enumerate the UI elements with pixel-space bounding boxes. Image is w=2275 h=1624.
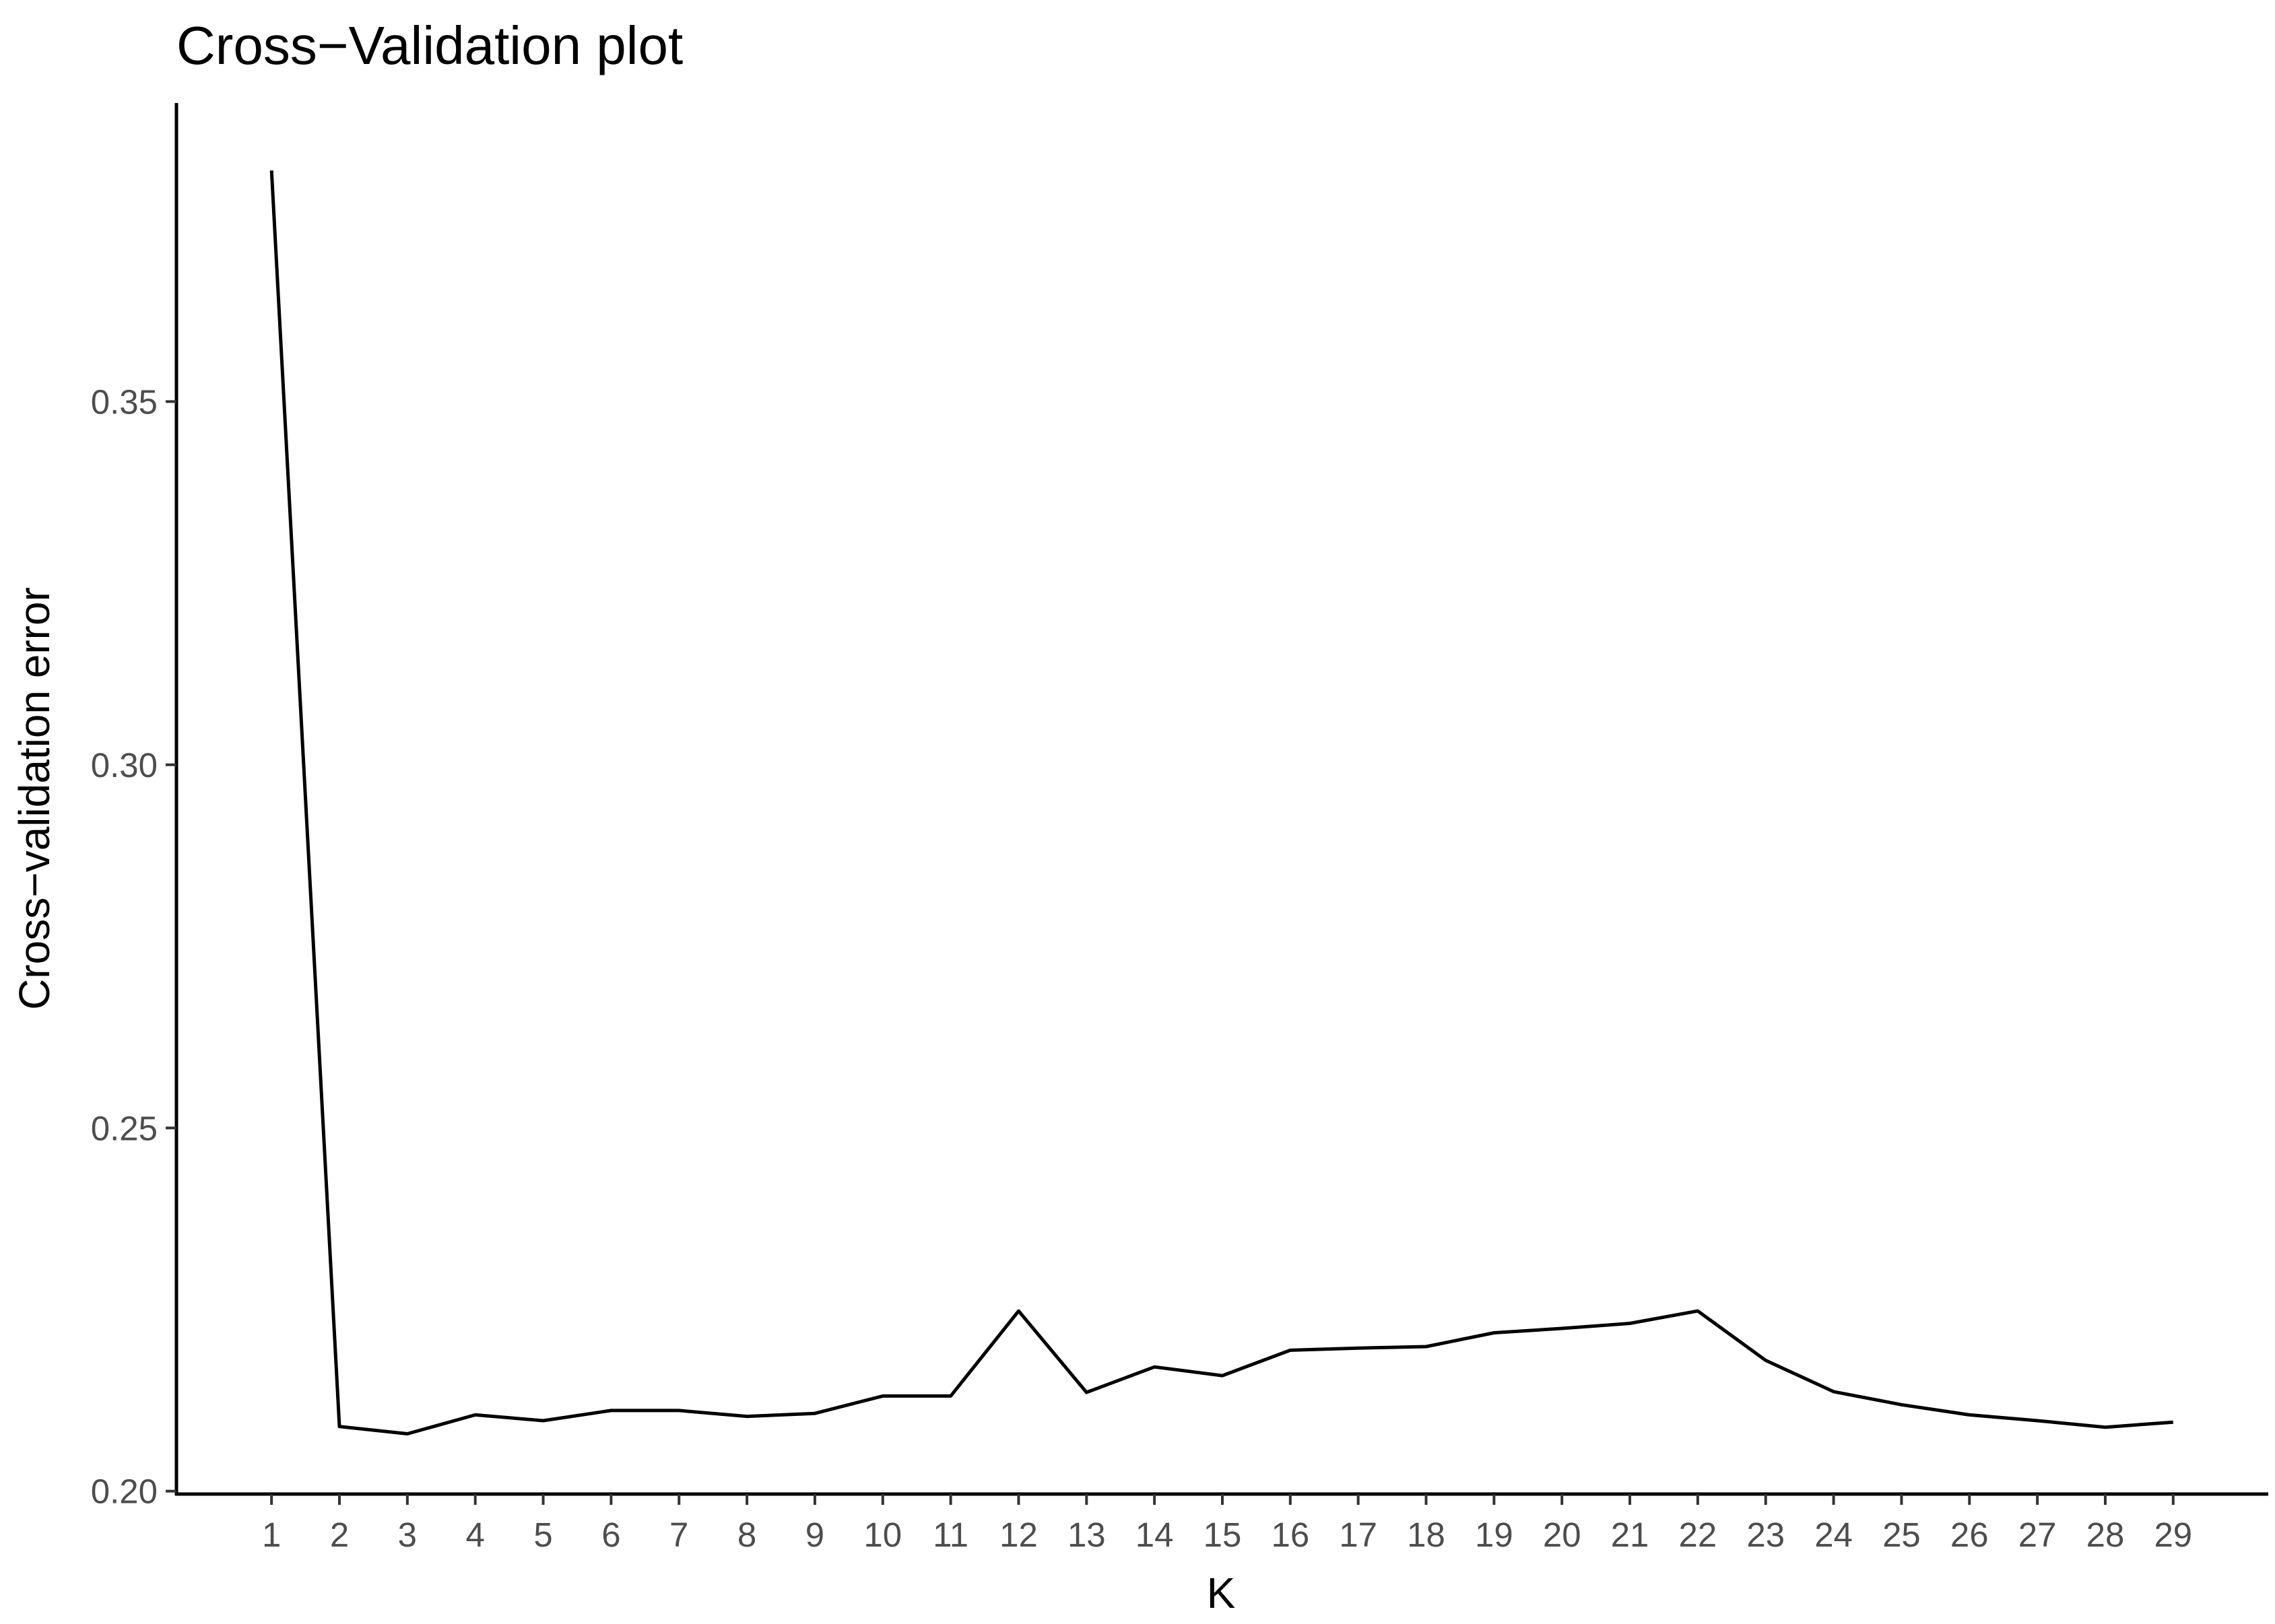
- y-axis-title-group: Cross−validation error: [10, 587, 59, 1010]
- x-tick-label: 12: [999, 1516, 1038, 1554]
- plot-area: 0.200.250.300.351 2 3 4 5 6 7 8 9 10 11 12 13 14 15 16 1…: [91, 103, 2268, 1554]
- x-tick-label: 3: [398, 1516, 417, 1554]
- x-tick-label: 14: [1135, 1516, 1174, 1554]
- x-tick-label: 22: [1679, 1516, 1717, 1554]
- x-tick-label: 8: [737, 1516, 756, 1554]
- y-tick-label: 0.35: [91, 382, 158, 421]
- x-tick-label: 5: [533, 1516, 552, 1554]
- x-tick-label: 11: [933, 1516, 968, 1554]
- x-tick-label: 10: [863, 1516, 902, 1554]
- x-tick-label: 29: [2154, 1516, 2192, 1554]
- x-tick-label: 27: [2018, 1516, 2057, 1554]
- x-tick-label: 15: [1204, 1516, 1242, 1554]
- x-tick-label: 13: [1067, 1516, 1106, 1554]
- x-tick-label: 17: [1339, 1516, 1377, 1554]
- x-tick-label: 4: [466, 1516, 485, 1554]
- x-tick-label: 1: [262, 1516, 281, 1554]
- y-tick-label: 0.25: [91, 1109, 158, 1147]
- y-tick-label: 0.30: [91, 746, 158, 784]
- chart-title: Cross−Validation plot: [176, 15, 683, 75]
- x-tick-label: 24: [1814, 1516, 1853, 1554]
- y-tick-label: 0.20: [91, 1473, 158, 1511]
- x-tick-label: 19: [1475, 1516, 1513, 1554]
- x-tick-label: 7: [669, 1516, 688, 1554]
- x-tick-label: 26: [1950, 1516, 1989, 1554]
- x-tick-label: 16: [1271, 1516, 1309, 1554]
- x-tick-label: 9: [805, 1516, 824, 1554]
- y-axis-title: Cross−validation error: [10, 587, 59, 1010]
- series-line: [269, 170, 2173, 1435]
- x-tick-label: 6: [601, 1516, 620, 1554]
- x-tick-label: 21: [1611, 1516, 1649, 1554]
- x-tick-label: 23: [1746, 1516, 1785, 1554]
- x-tick-label: 2: [330, 1516, 349, 1554]
- x-tick-label: 28: [2086, 1516, 2125, 1554]
- x-tick-label: 20: [1543, 1516, 1581, 1554]
- x-tick-label: 25: [1882, 1516, 1921, 1554]
- x-tick-label: 18: [1407, 1516, 1445, 1554]
- x-axis-title: K: [1207, 1569, 1236, 1617]
